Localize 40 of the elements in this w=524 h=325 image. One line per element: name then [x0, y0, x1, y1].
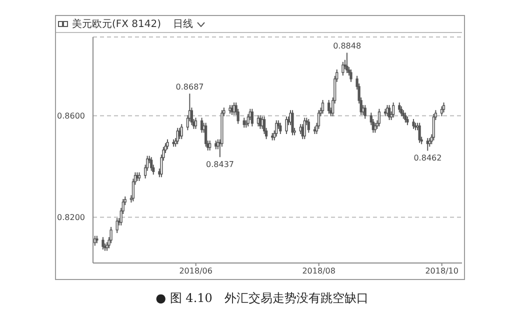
annotation: 0.8437 [206, 160, 234, 169]
candlestick [303, 117, 306, 140]
y-tick-label: 0.8200 [57, 213, 85, 222]
candlestick [442, 102, 446, 113]
candlestick [279, 122, 282, 134]
candlestick [350, 69, 352, 82]
x-tick-label: 2018/10 [425, 266, 458, 276]
candlestick [392, 102, 395, 118]
annotation: 0.8687 [176, 82, 204, 92]
candlestick [400, 106, 403, 117]
candlestick [398, 102, 401, 113]
candlestick [246, 113, 250, 127]
candlestick [328, 99, 330, 114]
annotation: 0.8462 [414, 153, 442, 162]
y-tick-label: 0.8600 [57, 112, 85, 121]
x-tick-label: 2018/08 [302, 266, 336, 276]
candlestick [342, 61, 344, 76]
annotation: 0.8848 [333, 42, 362, 51]
chart-title: 美元欧元(FX 8142) [72, 18, 162, 31]
candlestick [250, 108, 254, 127]
candlestick [307, 118, 310, 134]
candlestick [412, 118, 415, 130]
candlestick [291, 110, 294, 136]
chart-subtitle: 日线 [173, 18, 194, 31]
candlestick [208, 140, 212, 152]
candlestick [232, 102, 236, 116]
candlestick [432, 113, 435, 141]
candlestick [166, 138, 169, 150]
candlestick [116, 218, 118, 234]
candlestick [150, 156, 153, 172]
x-tick-label: 2018/06 [179, 266, 212, 276]
candlestick [180, 124, 183, 140]
candlestick [321, 99, 324, 114]
candlestick [346, 52, 348, 74]
candlestick [404, 112, 407, 124]
candlestick [440, 106, 444, 117]
candlestick [204, 122, 208, 148]
candlestick [374, 122, 376, 134]
candlestick [378, 108, 381, 127]
text: ● 图 4.10 外汇交易走势没有跳空缺口 [154, 290, 370, 307]
